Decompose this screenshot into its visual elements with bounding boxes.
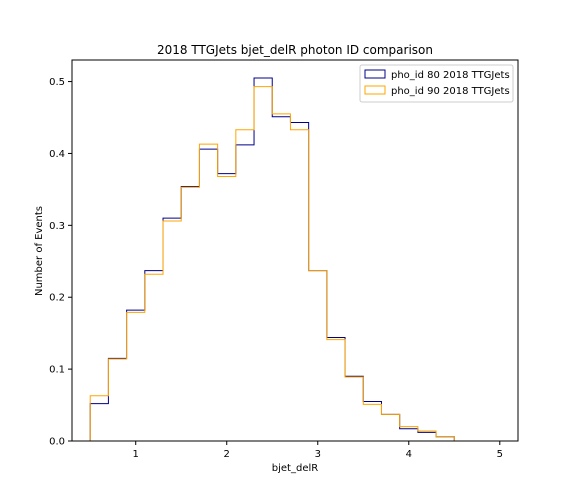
x-tick-label: 5 [497,449,503,460]
legend-box [359,64,514,103]
legend-swatch-pho-id-90 [364,85,386,95]
y-axis: 0.0 0.1 0.2 0.3 0.4 0.5 [49,77,72,448]
y-tick-label: 0.0 [49,437,65,448]
x-axis: 1 2 3 4 5 [133,441,503,460]
plot-area [71,59,519,442]
y-tick-label: 0.4 [49,149,65,160]
x-axis-label: bjet_delR [272,463,318,474]
legend-label-pho-id-90: pho_id 90 2018 TTGJets [391,86,510,97]
y-tick-label: 0.2 [49,293,65,304]
legend: pho_id 80 2018 TTGJets pho_id 90 2018 TT… [359,64,514,103]
chart-title: 2018 TTGJets bjet_delR photon ID compari… [157,43,433,57]
x-tick-label: 4 [406,449,412,460]
series-line-pho-id-80 [89,77,491,442]
x-tick-label: 1 [133,449,139,460]
y-tick-label: 0.5 [49,77,65,88]
series-line-pho-id-90 [89,86,491,442]
axes-frame [71,59,519,442]
y-tick-label: 0.1 [49,365,65,376]
y-tick-label: 0.3 [49,221,65,232]
legend-label-pho-id-80: pho_id 80 2018 TTGJets [391,70,510,81]
y-axis-label: Number of Events [34,206,45,296]
series-layer [89,77,491,442]
legend-swatch-pho-id-80 [364,69,386,79]
x-tick-label: 3 [315,449,321,460]
x-tick-label: 2 [224,449,230,460]
